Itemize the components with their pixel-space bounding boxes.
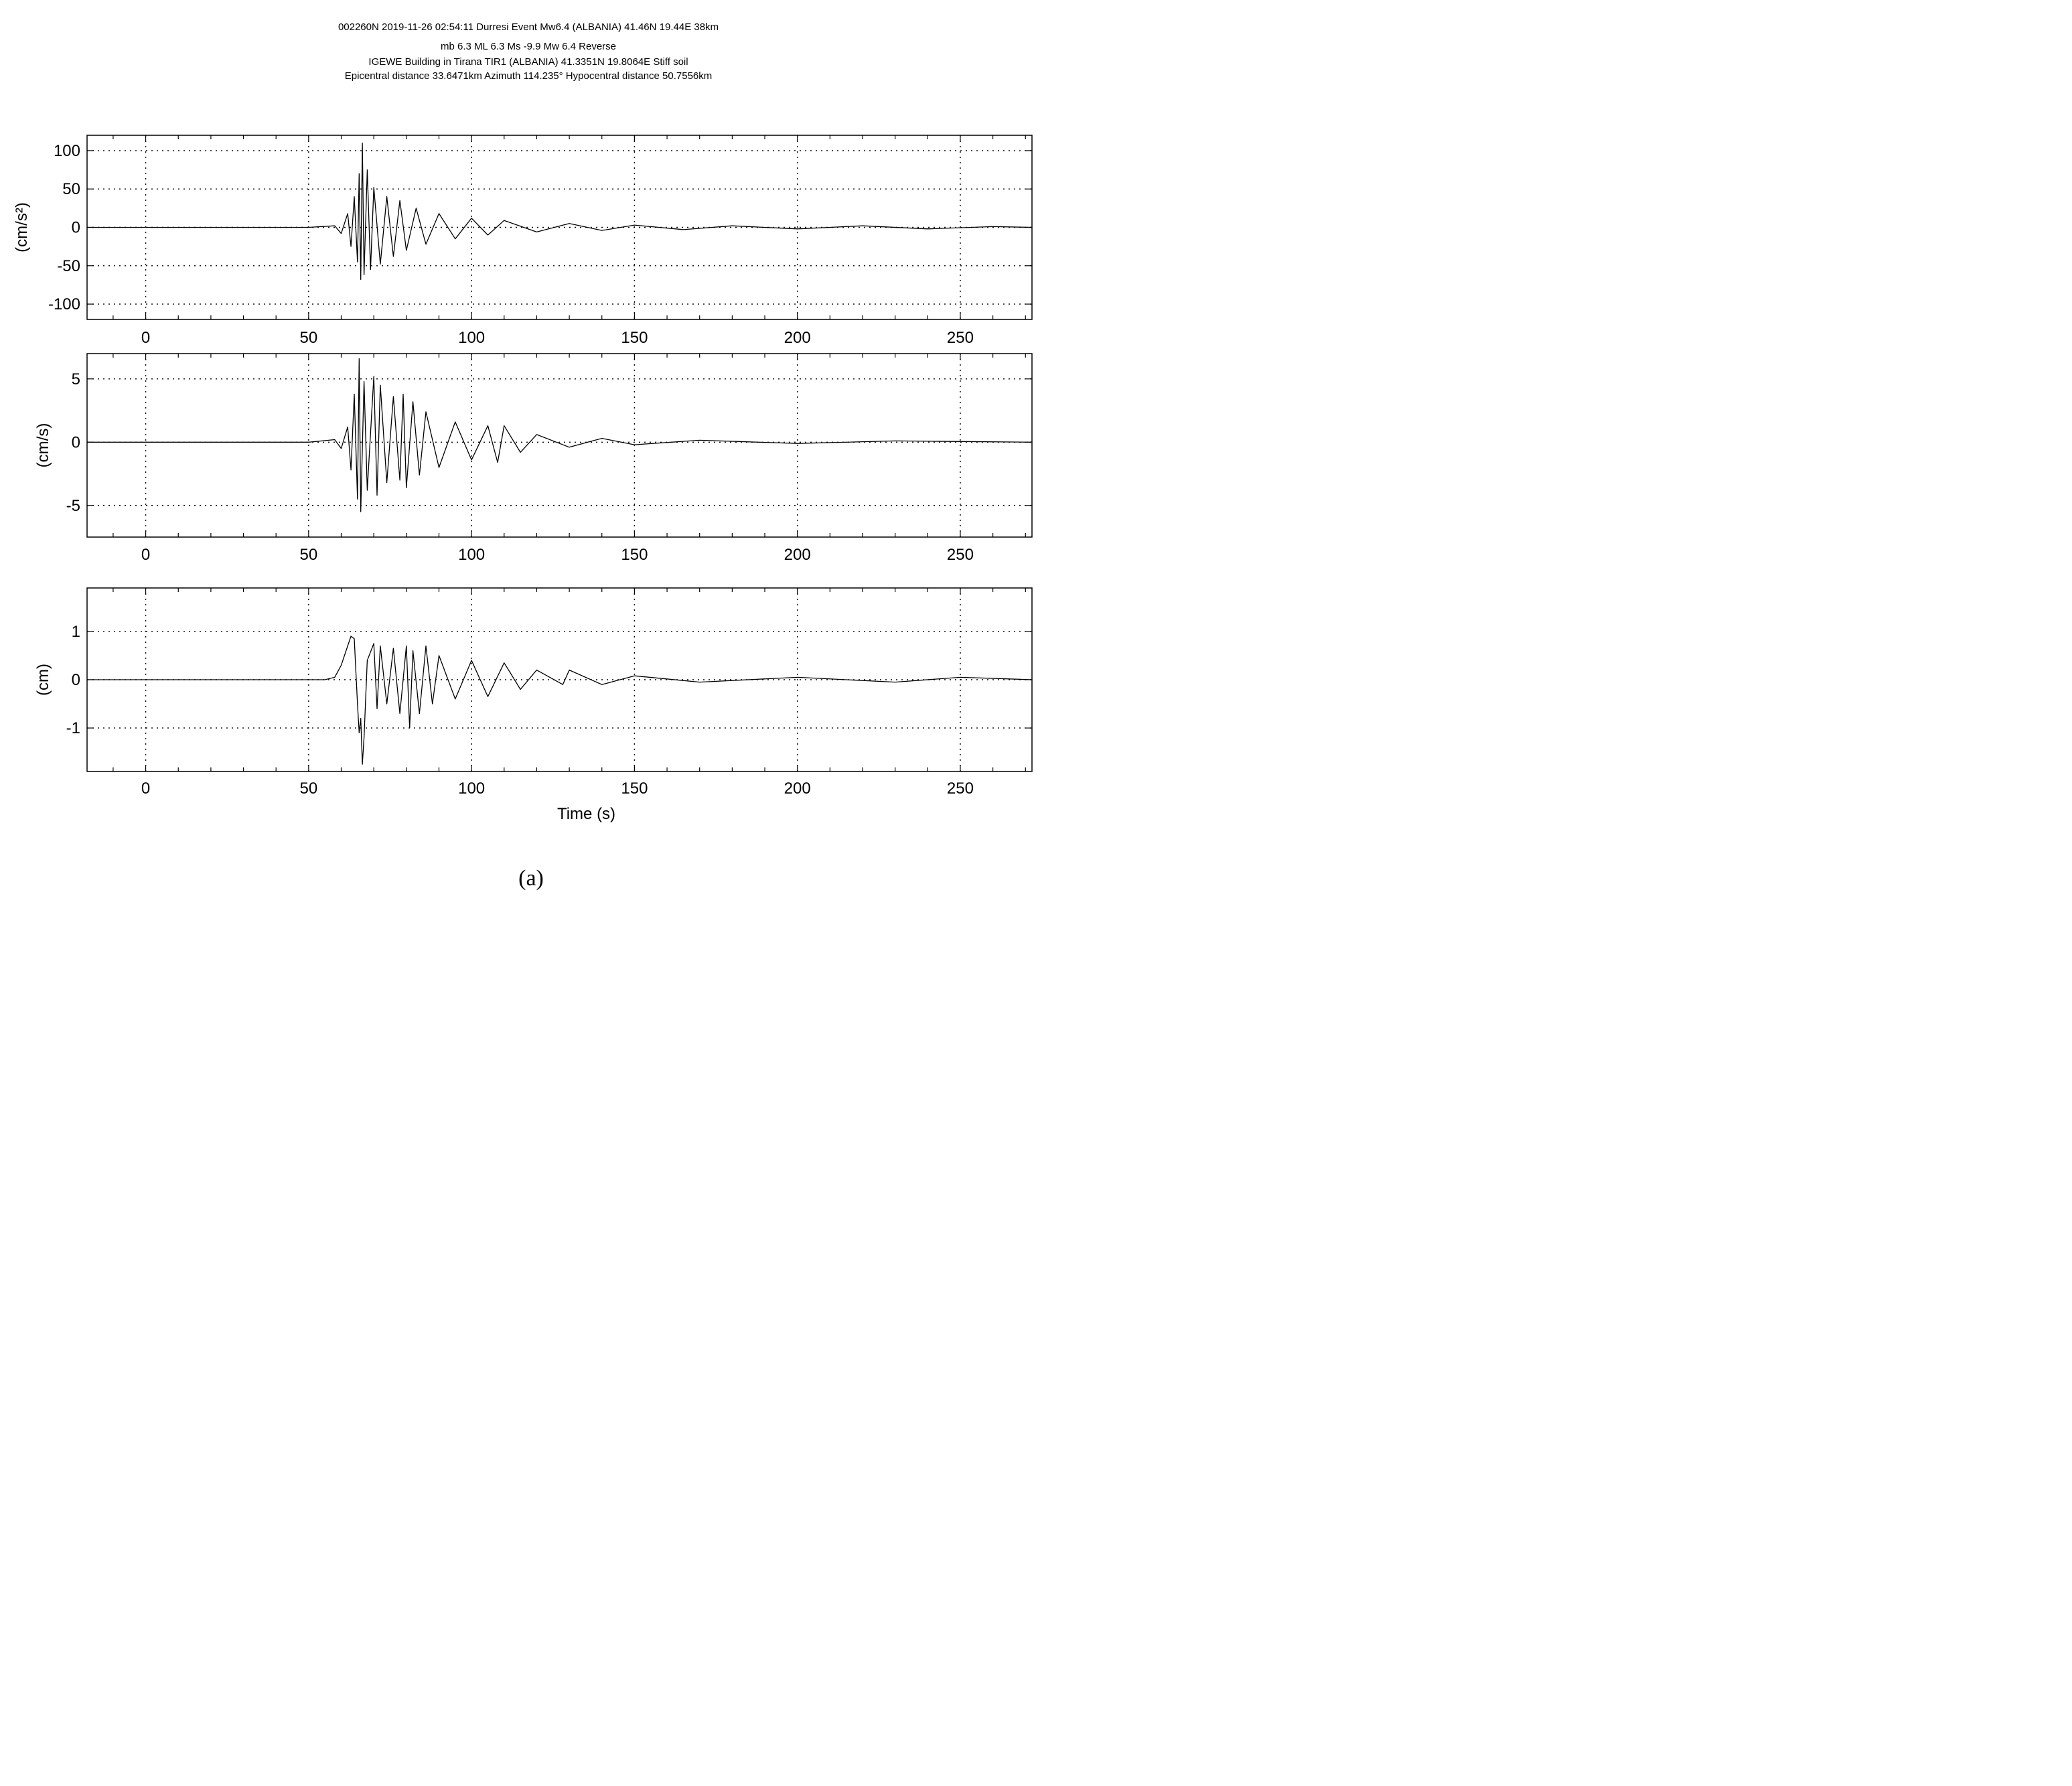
panel-1: 0 50 100 150 200 250 100 50 0 -50 -100 (cm/s²) — [13, 135, 1033, 347]
y-tick-label: 0 — [72, 219, 80, 237]
panel-3: 0 50 100 150 200 250 1 0 -1 (cm) Time (s) — [34, 587, 1033, 823]
x-tick-label: 200 — [784, 779, 811, 798]
header-line-3: IGEWE Building in Tirana TIR1 (ALBANIA) … — [368, 56, 688, 68]
header-line-1: 002260N 2019-11-26 02:54:11 Durresi Even… — [338, 21, 719, 33]
y-axis-label: (cm/s²) — [13, 202, 31, 252]
y-tick-label: -50 — [57, 257, 80, 275]
x-tick-label: 100 — [458, 546, 485, 564]
x-tick-label: 250 — [947, 779, 974, 798]
y-axis-label: (cm/s) — [34, 423, 52, 468]
y-tick-label: 1 — [72, 623, 80, 641]
plot-frame — [86, 587, 1033, 772]
y-tick-label: 50 — [62, 180, 80, 198]
header-line-2: mb 6.3 ML 6.3 Ms -9.9 Mw 6.4 Reverse — [441, 41, 616, 52]
x-tick-label: 50 — [300, 546, 318, 564]
y-tick-label: -1 — [66, 719, 80, 737]
x-tick-label: 0 — [141, 779, 150, 798]
y-tick-label: 5 — [72, 370, 80, 388]
y-tick-label: -5 — [66, 497, 80, 515]
x-tick-label: 250 — [947, 546, 974, 564]
figure: 002260N 2019-11-26 02:54:11 Durresi Even… — [13, 21, 1033, 891]
x-tick-label: 50 — [300, 779, 318, 798]
series-line — [87, 636, 1033, 765]
x-tick-label: 100 — [458, 779, 485, 798]
x-tick-label: 0 — [141, 329, 150, 347]
figure-header: 002260N 2019-11-26 02:54:11 Durresi Even… — [338, 21, 719, 82]
y-tick-label: 0 — [72, 671, 80, 689]
series-line — [87, 358, 1033, 512]
x-axis-label: Time (s) — [557, 805, 615, 823]
y-tick-label: 0 — [72, 433, 80, 451]
x-tick-label: 250 — [947, 329, 974, 347]
y-tick-label: 100 — [54, 142, 80, 160]
plot-frame — [86, 135, 1033, 320]
y-axis-label: (cm) — [34, 664, 52, 696]
x-tick-label: 150 — [621, 329, 648, 347]
x-tick-label: 150 — [621, 779, 648, 798]
figure-caption: (a) — [518, 866, 544, 891]
x-tick-label: 200 — [784, 546, 811, 564]
x-tick-label: 100 — [458, 329, 485, 347]
x-tick-label: 200 — [784, 329, 811, 347]
x-tick-label: 0 — [141, 546, 150, 564]
series-line — [87, 142, 1033, 281]
y-tick-label: -100 — [48, 295, 80, 313]
header-line-4: Epicentral distance 33.6471km Azimuth 11… — [345, 70, 713, 82]
x-tick-label: 150 — [621, 546, 648, 564]
x-tick-label: 50 — [300, 329, 318, 347]
plot-frame — [86, 353, 1033, 538]
